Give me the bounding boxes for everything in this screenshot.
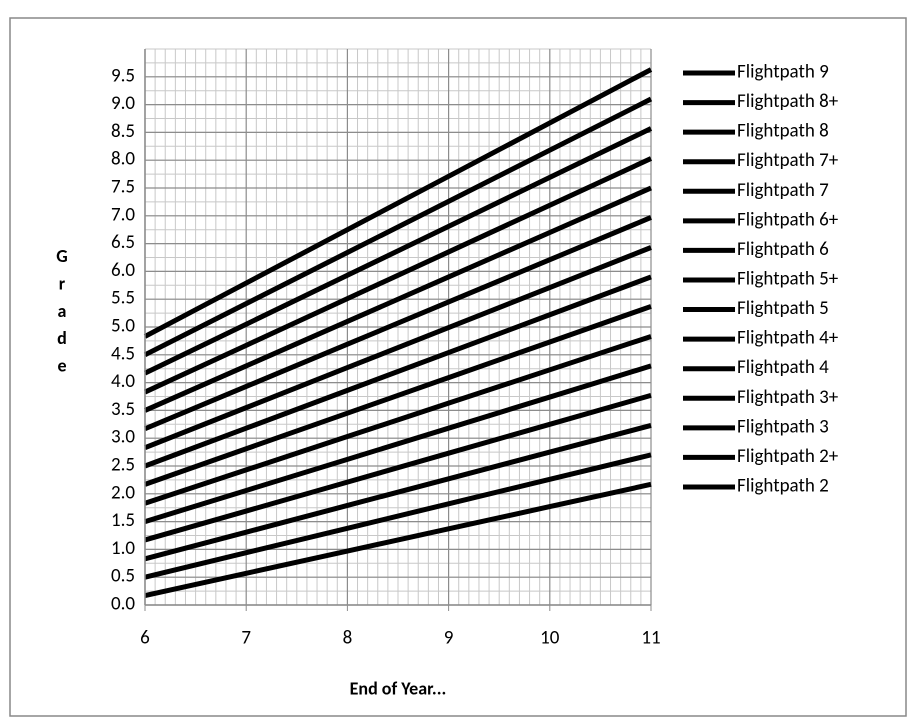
legend-label: Flightpath 9 <box>737 61 829 84</box>
y-tick-label: 8.0 <box>111 148 135 171</box>
series-line <box>144 452 652 580</box>
legend-label: Flightpath 8+ <box>737 90 839 113</box>
legend-label: Flightpath 6 <box>737 238 829 261</box>
x-tick-label: 6 <box>140 627 150 650</box>
x-tick-label: 10 <box>540 627 560 650</box>
series-line <box>144 215 652 432</box>
series-line <box>144 422 652 562</box>
series-line <box>144 363 652 524</box>
legend-label: Flightpath 2 <box>737 475 829 498</box>
series-line <box>144 245 652 450</box>
legend-label: Flightpath 2+ <box>737 445 839 468</box>
legend-label: Flightpath 4+ <box>737 327 839 350</box>
series-line <box>144 481 652 598</box>
y-tick-label: 2.5 <box>111 454 135 477</box>
series-line <box>144 334 652 506</box>
series-line <box>143 126 653 376</box>
y-tick-label: 4.5 <box>111 342 135 365</box>
series-line <box>143 185 653 413</box>
y-tick-label: 0.0 <box>111 593 135 616</box>
legend-label: Flightpath 6+ <box>737 208 839 231</box>
legend-label: Flightpath 3+ <box>737 386 839 409</box>
legend-label: Flightpath 7+ <box>737 149 839 172</box>
x-tick-label: 8 <box>343 627 353 650</box>
grid <box>144 48 652 606</box>
y-tick-label: 6.0 <box>111 259 135 282</box>
y-tick-label: 7.0 <box>111 203 135 226</box>
legend-label: Flightpath 7 <box>737 179 829 202</box>
x-tick-label: 11 <box>641 627 660 650</box>
y-tick-label: 7.5 <box>111 176 135 199</box>
series-line <box>143 67 653 339</box>
x-tick-label: 9 <box>444 627 454 650</box>
series-line <box>143 156 653 395</box>
y-tick-label: 8.5 <box>111 120 135 143</box>
legend-label: Flightpath 4 <box>737 356 829 379</box>
y-tick-label: 6.5 <box>111 231 135 254</box>
legend-label: Flightpath 5+ <box>737 268 839 291</box>
legend-label: Flightpath 3 <box>737 415 829 438</box>
series-line <box>144 392 652 543</box>
y-tick-label: 9.0 <box>111 92 135 115</box>
legend-label: Flightpath 5 <box>737 297 829 320</box>
y-tick-label: 0.5 <box>111 565 135 588</box>
y-tick-label: 1.0 <box>111 537 135 560</box>
y-tick-label: 1.5 <box>111 509 135 532</box>
y-tick-label: 4.0 <box>111 370 135 393</box>
y-tick-label: 5.0 <box>111 315 135 338</box>
y-tick-label: 3.5 <box>111 398 135 421</box>
y-tick-label: 9.5 <box>111 64 135 87</box>
y-tick-label: 2.0 <box>111 481 135 504</box>
x-axis-title: End of Year... <box>350 677 447 699</box>
y-tick-label: 3.0 <box>111 426 135 449</box>
series-line <box>144 304 652 487</box>
series-line <box>143 96 653 358</box>
series-line <box>144 274 652 469</box>
plot <box>143 67 653 598</box>
x-tick-label: 7 <box>241 627 251 650</box>
legend-label: Flightpath 8 <box>737 120 829 143</box>
y-tick-label: 5.5 <box>111 287 135 310</box>
